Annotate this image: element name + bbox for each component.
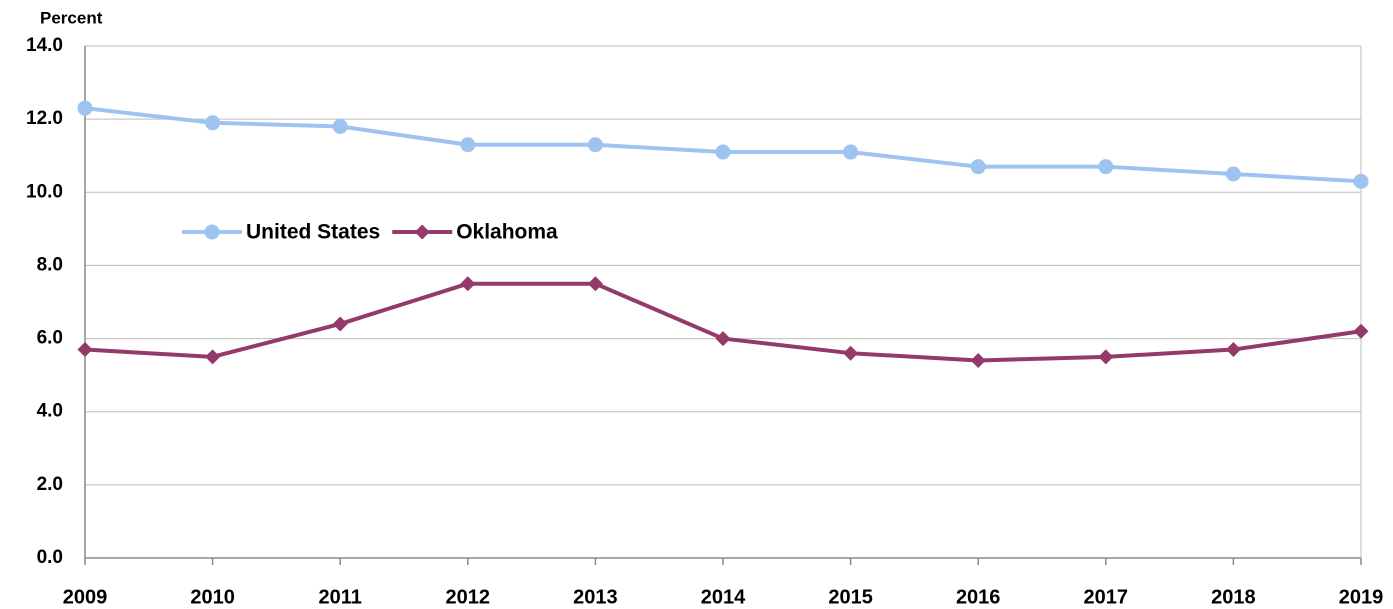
x-tick-label: 2019 (1339, 586, 1384, 608)
y-tick-label: 4.0 (37, 401, 63, 422)
data-point (205, 349, 221, 365)
x-tick-label: 2012 (446, 586, 491, 608)
data-point (332, 316, 348, 332)
data-point (587, 276, 603, 292)
legend-item: Oklahoma (392, 221, 558, 244)
x-tick-label: 2009 (63, 586, 108, 608)
data-point (1353, 173, 1369, 189)
y-axis-label: Percent (40, 8, 103, 27)
data-point (205, 115, 221, 131)
x-tick-label: 2010 (190, 586, 235, 608)
y-tick-label: 14.0 (26, 35, 63, 56)
x-tick-label: 2011 (319, 586, 362, 608)
legend-label: United States (246, 221, 380, 244)
y-tick-label: 0.0 (37, 547, 63, 568)
data-point (970, 353, 986, 369)
y-tick-label: 10.0 (26, 181, 63, 202)
data-point (460, 137, 476, 153)
data-point (970, 159, 986, 175)
y-tick-label: 2.0 (37, 474, 63, 495)
data-point (843, 345, 859, 361)
legend-label: Oklahoma (456, 221, 558, 244)
data-point (587, 137, 603, 153)
data-point (715, 144, 731, 160)
data-point (77, 342, 93, 358)
x-tick-label: 2017 (1084, 586, 1129, 608)
y-tick-label: 8.0 (37, 254, 63, 275)
data-point (1098, 159, 1114, 175)
y-tick-label: 12.0 (26, 108, 63, 129)
data-point (1098, 349, 1114, 365)
legend-item: United States (182, 221, 380, 244)
data-point (332, 118, 348, 134)
x-tick-label: 2018 (1211, 586, 1256, 608)
y-tick-label: 6.0 (37, 328, 63, 349)
data-point (715, 331, 731, 347)
x-tick-label: 2015 (828, 586, 873, 608)
legend-marker (414, 224, 430, 240)
data-point (843, 144, 859, 160)
data-point (77, 100, 93, 116)
data-point (1225, 342, 1241, 358)
legend-marker (204, 224, 220, 240)
x-tick-label: 2014 (701, 586, 746, 608)
data-point (1353, 323, 1369, 339)
series-line (84, 281, 1362, 363)
data-point (1225, 166, 1241, 182)
data-point (460, 276, 476, 292)
x-tick-label: 2013 (573, 586, 618, 608)
x-tick-label: 2016 (956, 586, 1001, 608)
